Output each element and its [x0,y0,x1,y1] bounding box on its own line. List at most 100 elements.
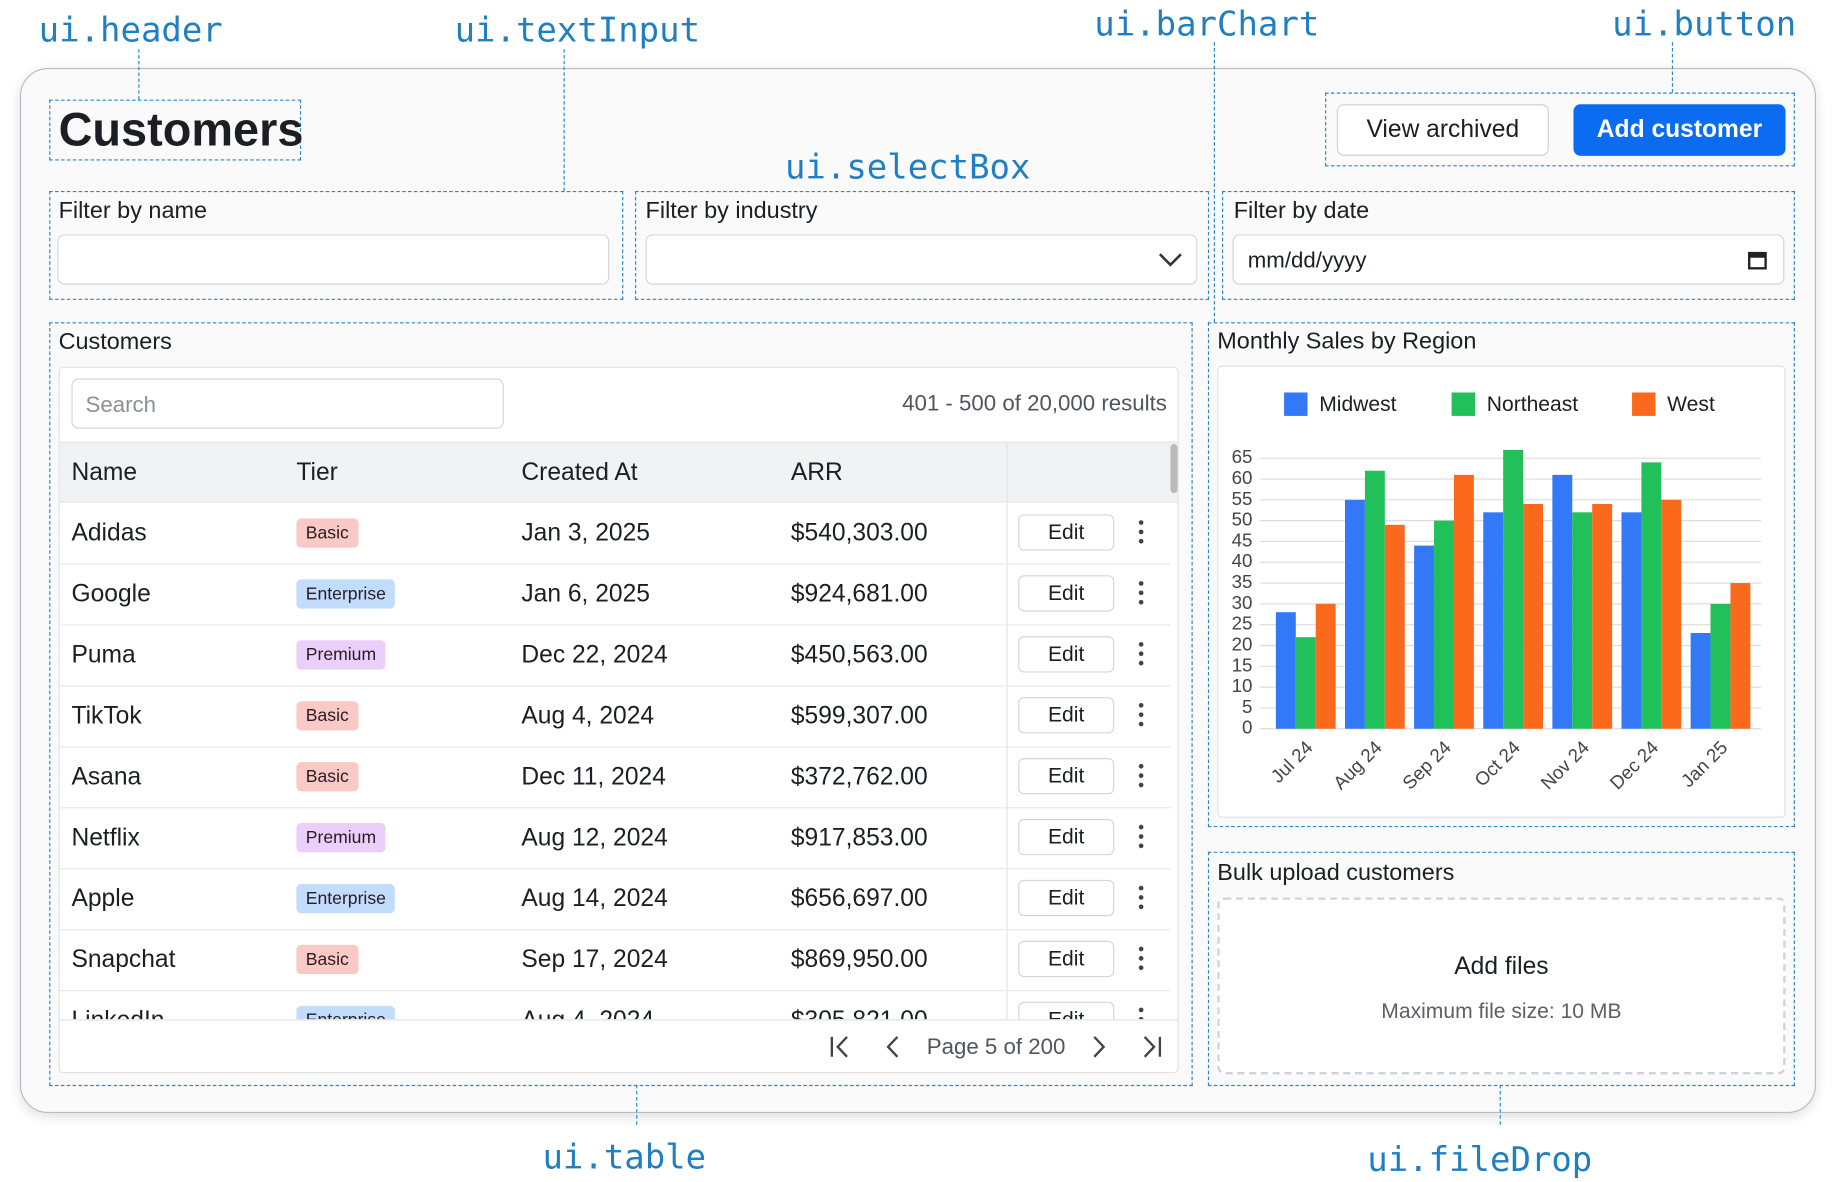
edit-button[interactable]: Edit [1018,697,1115,734]
name-cell: Asana [71,763,142,791]
add-customer-button[interactable]: Add customer [1573,104,1786,156]
name-input[interactable] [57,234,610,285]
menu-dot [1138,651,1144,657]
column-header: Created At [521,458,638,486]
edit-button[interactable]: Edit [1018,879,1115,917]
scrollbar[interactable] [1170,444,1178,494]
edit-button[interactable]: Edit [1018,940,1115,978]
annotation-box [635,190,1210,300]
table-row: TikTok Basic Aug 4, 2024 $599,307.00 Edit [59,685,1171,748]
menu-dot [1138,1016,1144,1020]
date-placeholder: mm/dd/yyyy [1247,248,1367,274]
table-row: Asana Basic Dec 11, 2024 $372,762.00 Edit [59,746,1171,809]
name-cell: Adidas [71,519,147,547]
menu-dot [1138,885,1144,891]
next-page-button[interactable] [1093,1036,1106,1058]
name-cell: Apple [71,885,135,913]
menu-dot [1138,895,1144,900]
chevron-icon [1158,253,1182,267]
edit-button[interactable]: Edit [1018,1001,1115,1020]
edit-button[interactable]: Edit [1018,818,1115,856]
table-row: Snapchat Basic Sep 17, 2024 $869,950.00 Edit [59,929,1171,992]
arr-cell: $305,821.00 [791,1008,928,1019]
tier-badge: Basic [296,701,359,731]
file-drop-action: Add files [1454,953,1549,981]
table-row: Puma Premium Dec 22, 2024 $450,563.00 Edit [59,624,1171,687]
annotation: ui.fileDrop [1367,1139,1593,1180]
menu-dot [1138,773,1144,778]
menu-dot [1138,904,1144,910]
annotation-connector [1671,42,1674,93]
annotation-box [1221,190,1795,300]
arr-cell: $372,762.00 [790,763,928,791]
annotation: ui.header [38,9,223,50]
column-header: ARR [790,458,843,486]
arr-cell: $599,307.00 [790,702,928,730]
prev-page-button[interactable] [886,1036,899,1058]
created-cell: Dec 22, 2024 [521,641,668,669]
menu-dot [1138,520,1144,525]
table-header [59,441,1178,503]
date-input[interactable]: mm/dd/yyyy [1232,234,1785,285]
menu-dot [1138,529,1144,535]
tier-badge: Premium [296,640,386,670]
table-row: Adidas Basic Jan 3, 2025 $540,303.00 Edit [59,503,1171,565]
menu-dot [1138,581,1144,586]
tier-badge: Enterprise [296,579,396,609]
file-drop-zone[interactable]: Add files Maximum file size: 10 MB [1217,897,1786,1075]
table: Search 401 - 500 of 20,000 results Adida… [58,366,1179,1074]
tier-badge: Enterprise [296,883,396,914]
industry-select[interactable] [645,234,1198,285]
name-cell: Netflix [71,824,140,852]
menu-dot [1138,956,1144,961]
chart-panel [1217,365,1786,818]
page-indicator: Page 5 of 200 [926,1035,1066,1060]
menu-dot [1138,721,1144,727]
menu-dot [1138,834,1144,839]
annotation-connector [138,49,140,100]
created-cell: Aug 4, 2024 [521,702,655,730]
filter-label: Filter by date [1233,198,1370,224]
name-cell: Puma [71,641,136,669]
menu-dot [1138,946,1144,952]
annotation: ui.table [542,1137,707,1177]
filter-label: Filter by industry [645,198,818,224]
table-row: Google Enterprise Jan 6, 2025 $924,681.00 Ed… [59,564,1171,626]
menu-dot [1138,712,1144,718]
annotation-box [1207,322,1795,828]
menu-dot [1138,538,1144,544]
edit-button[interactable]: Edit [1018,758,1115,795]
annotation-connector [563,49,565,191]
tier-badge: Enterprise [296,1005,396,1020]
last-page-button[interactable] [1143,1036,1162,1058]
edit-button[interactable]: Edit [1018,636,1115,673]
created-cell: Aug 4, 2024 [521,1008,654,1019]
annotation: ui.selectBox [784,147,1031,187]
menu-dot [1138,763,1144,769]
tier-badge: Basic [296,944,359,975]
name-cell: Snapchat [71,946,176,974]
search-placeholder: Search [85,393,157,418]
menu-dot [1138,965,1144,971]
filter-label: Filter by name [58,198,208,224]
annotation-box [49,322,1193,1087]
menu-dot [1138,642,1144,647]
table-body: Adidas Basic Jan 3, 2025 $540,303.00 Edit Goo… [59,503,1171,1020]
arr-cell: $924,681.00 [790,580,928,608]
table-title: Customers [58,329,172,355]
column-header: Name [71,458,138,486]
column-header: Tier [296,458,338,486]
edit-button[interactable]: Edit [1018,514,1115,551]
search-input[interactable]: Search [71,378,504,429]
created-cell: Sep 17, 2024 [521,946,668,974]
menu-dot [1138,590,1144,596]
view-archived-button[interactable]: View archived [1336,104,1549,156]
table-row: LinkedIn Enterprise Aug 4, 2024 $305,821.00… [60,990,1171,1020]
edit-button[interactable]: Edit [1018,575,1115,612]
created-cell: Jan 3, 2025 [521,519,650,547]
first-page-button[interactable] [830,1036,848,1058]
table-row: Apple Enterprise Aug 14, 2024 $656,697.00 Ed… [59,868,1171,931]
arr-cell: $540,303.00 [790,519,928,547]
name-cell: LinkedIn [71,1008,164,1019]
arr-cell: $917,853.00 [790,824,928,852]
